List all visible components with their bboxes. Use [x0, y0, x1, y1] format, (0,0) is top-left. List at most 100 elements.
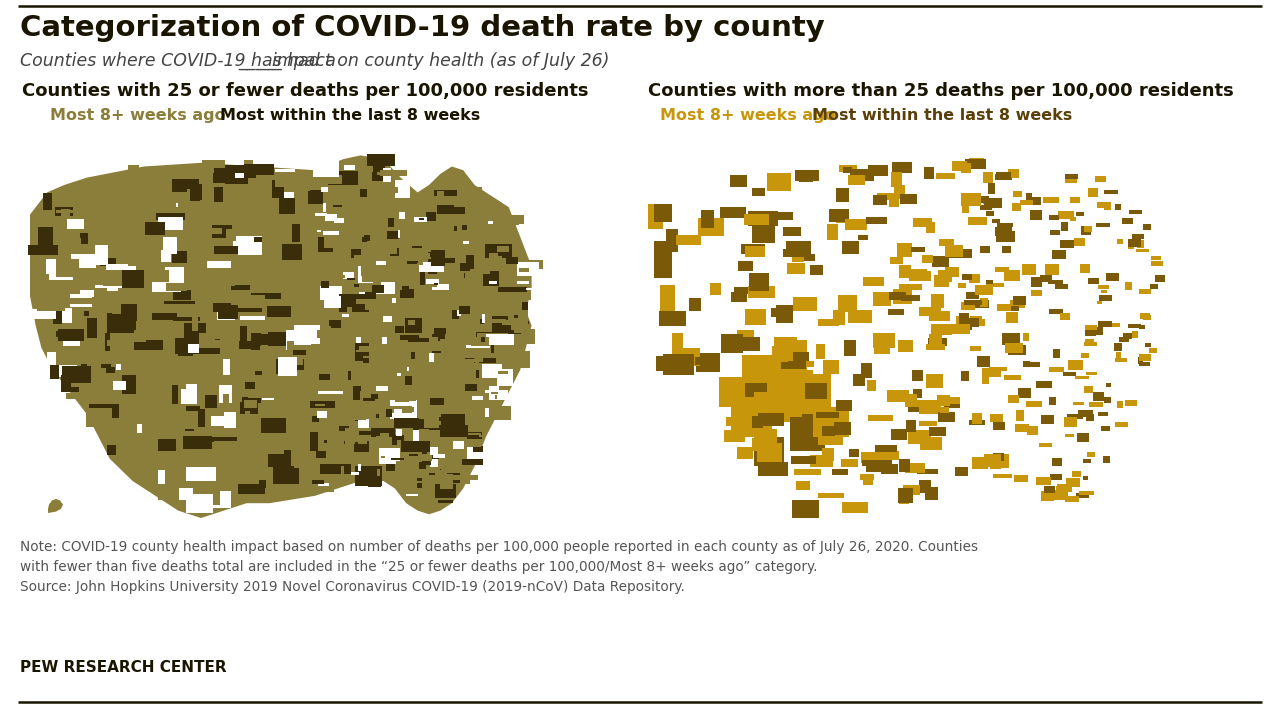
Bar	[476, 333, 502, 337]
Bar	[408, 320, 415, 325]
Bar	[155, 419, 165, 433]
Bar	[328, 436, 344, 451]
Bar	[224, 412, 237, 428]
Bar	[87, 318, 97, 338]
Bar	[899, 266, 911, 278]
Bar	[945, 400, 960, 408]
Bar	[406, 494, 419, 496]
Bar	[315, 213, 328, 216]
Bar	[1075, 493, 1089, 498]
Bar	[1078, 410, 1093, 417]
Bar	[344, 457, 375, 468]
Bar	[187, 344, 198, 353]
Bar	[401, 441, 430, 452]
Bar	[744, 215, 769, 225]
Bar	[483, 314, 485, 323]
Bar	[456, 237, 458, 240]
Bar	[420, 195, 434, 198]
Bar	[283, 212, 301, 222]
Bar	[726, 418, 746, 426]
Bar	[372, 285, 384, 293]
Bar	[52, 311, 61, 324]
Bar	[754, 392, 778, 409]
Bar	[390, 248, 399, 256]
Bar	[392, 458, 404, 460]
Bar	[852, 374, 865, 386]
Bar	[1132, 331, 1138, 338]
Bar	[146, 412, 170, 416]
Bar	[961, 371, 969, 382]
Bar	[289, 273, 308, 280]
Bar	[150, 270, 169, 282]
Bar	[1143, 315, 1151, 320]
Bar	[654, 203, 672, 222]
Bar	[1004, 270, 1020, 281]
Bar	[984, 198, 1002, 208]
Bar	[992, 452, 1004, 464]
Bar	[983, 368, 1001, 377]
Bar	[919, 437, 942, 450]
Bar	[178, 340, 193, 357]
Bar	[1097, 412, 1108, 416]
Bar	[191, 183, 202, 201]
Bar	[485, 390, 508, 400]
Bar	[349, 374, 380, 381]
Bar	[927, 374, 943, 387]
Bar	[225, 281, 236, 286]
Bar	[1048, 215, 1060, 220]
Bar	[238, 236, 262, 256]
Bar	[257, 406, 266, 413]
Bar	[417, 198, 429, 206]
Bar	[842, 241, 859, 254]
Bar	[177, 497, 192, 502]
Bar	[1084, 342, 1097, 346]
Bar	[476, 370, 479, 377]
Bar	[998, 454, 1009, 461]
Bar	[488, 219, 497, 222]
Bar	[1129, 210, 1142, 215]
Bar	[200, 205, 218, 224]
Bar	[874, 342, 891, 354]
Bar	[440, 319, 462, 333]
Bar	[145, 222, 165, 235]
Bar	[396, 424, 412, 444]
Bar	[204, 438, 214, 442]
Bar	[500, 268, 513, 275]
Bar	[721, 334, 744, 353]
Text: Most 8+ weeks ago: Most 8+ weeks ago	[50, 108, 225, 123]
Bar	[960, 318, 979, 327]
Bar	[515, 351, 530, 367]
Bar	[458, 306, 471, 314]
Bar	[774, 408, 801, 416]
Bar	[361, 392, 370, 401]
Bar	[210, 437, 237, 441]
Bar	[695, 358, 719, 365]
Bar	[1004, 375, 1021, 379]
Bar	[449, 417, 456, 423]
Bar	[987, 282, 1004, 287]
Bar	[1051, 474, 1061, 479]
Bar	[259, 273, 269, 280]
Bar	[1065, 434, 1074, 438]
Bar	[961, 204, 969, 212]
Bar	[873, 333, 895, 348]
Bar	[183, 435, 211, 449]
Bar	[991, 463, 1001, 469]
Bar	[349, 380, 353, 387]
Bar	[317, 411, 326, 418]
Bar	[55, 207, 73, 216]
Bar	[517, 262, 539, 276]
Bar	[137, 193, 154, 201]
Bar	[375, 387, 388, 391]
Bar	[785, 365, 797, 378]
Bar	[403, 355, 408, 374]
Bar	[813, 407, 849, 437]
Bar	[236, 416, 265, 420]
Bar	[184, 181, 197, 199]
Bar	[419, 448, 429, 459]
Bar	[429, 467, 440, 473]
Bar	[648, 203, 663, 229]
Bar	[315, 406, 325, 408]
Bar	[497, 256, 502, 269]
Bar	[815, 412, 838, 418]
